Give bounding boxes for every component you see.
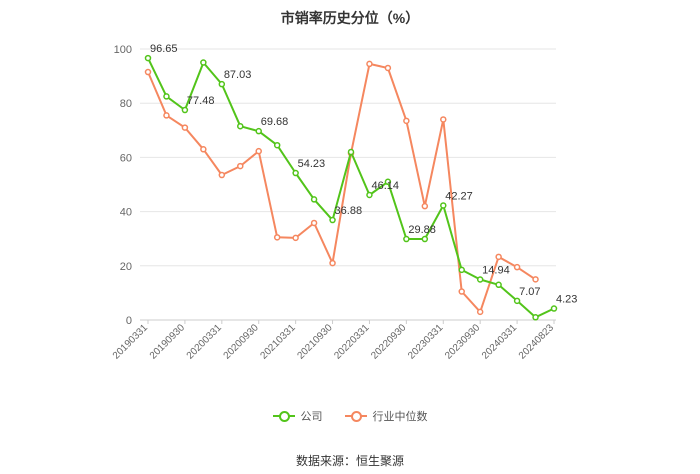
y-tick-label: 60 [120, 152, 132, 164]
data-point-industry [329, 259, 336, 267]
data-point-company [550, 305, 558, 312]
x-tick-label: 20210930 [295, 322, 335, 362]
legend-item-industry[interactable]: 行业中位数 [344, 408, 428, 424]
legend-label-company: 公司 [300, 411, 323, 423]
data-point-company [495, 281, 502, 289]
data-point-industry [366, 60, 373, 68]
x-tick-label: 20230930 [443, 322, 483, 362]
y-tick-label: 100 [114, 44, 132, 56]
y-tick-label: 40 [120, 207, 132, 219]
legend-swatch-industry [344, 411, 367, 422]
y-tick-label: 80 [120, 98, 132, 110]
y-tick-label: 0 [126, 315, 132, 327]
data-point-industry [292, 234, 299, 242]
data-point-company [292, 169, 299, 177]
data-point-company [144, 54, 152, 62]
data-point-industry [310, 219, 318, 227]
x-tick-label: 20240823 [517, 322, 557, 362]
x-tick-label: 20190930 [148, 322, 188, 362]
data-point-company [384, 178, 392, 186]
data-point-industry [495, 253, 502, 261]
data-point-industry [200, 146, 207, 153]
data-point-company [255, 127, 262, 135]
x-tick-label: 20230331 [406, 322, 446, 362]
data-label: 96.65 [150, 43, 178, 55]
data-point-company [421, 235, 429, 243]
x-tick-label: 20200331 [185, 322, 225, 362]
data-label: 4.23 [556, 294, 577, 306]
data-point-industry [440, 116, 447, 123]
data-point-company [458, 266, 465, 274]
data-point-industry [532, 276, 539, 283]
x-tick-label: 20190331 [111, 322, 151, 362]
data-point-company [532, 314, 539, 321]
x-tick-label: 20240331 [480, 322, 520, 362]
legend-item-company[interactable]: 公司 [272, 408, 323, 424]
legend-label-industry: 行业中位数 [372, 411, 428, 423]
data-point-industry [476, 308, 484, 316]
data-point-company [237, 122, 244, 130]
data-label: 54.23 [298, 158, 326, 170]
data-point-company [476, 276, 484, 283]
data-point-industry [181, 124, 189, 131]
data-point-industry [218, 171, 226, 179]
x-tick-label: 20210331 [259, 322, 299, 362]
x-tick-label: 20220331 [332, 322, 372, 362]
data-point-company [513, 297, 521, 305]
data-point-industry [237, 162, 244, 170]
data-point-company [218, 80, 226, 88]
data-point-company [403, 235, 410, 243]
series-line-industry [147, 62, 537, 313]
data-point-industry [421, 202, 429, 210]
data-label: 46.14 [371, 180, 399, 192]
y-axis: 0 20 40 60 80 100 [114, 44, 132, 327]
x-axis: 2019033120190930202003312020093020210331… [111, 319, 557, 362]
data-point-company [273, 141, 281, 149]
data-label: 29.88 [408, 224, 436, 236]
data-point-industry [255, 147, 262, 155]
data-label: 7.07 [519, 286, 540, 298]
x-tick-label: 20200930 [222, 322, 262, 362]
data-label: 42.27 [445, 190, 473, 202]
source-note: 数据来源：恒生聚源 [295, 454, 404, 468]
data-point-industry [403, 117, 410, 125]
data-label: 36.88 [335, 205, 363, 217]
data-point-industry [384, 64, 392, 72]
x-tick-label: 20220930 [369, 322, 409, 362]
data-label: 14.94 [482, 265, 510, 277]
data-point-company [163, 93, 170, 100]
legend-swatch-company [272, 411, 295, 422]
data-label: 69.68 [261, 116, 289, 128]
data-labels: 96.65 77.48 87.03 69.68 54.23 36.88 46.14 29.88… [150, 43, 577, 305]
data-point-industry [458, 288, 465, 295]
data-point-company [329, 216, 336, 224]
data-point-industry [144, 68, 152, 76]
data-point-industry [273, 234, 281, 241]
data-point-company [440, 202, 447, 209]
y-tick-label: 20 [120, 261, 132, 273]
data-point-industry [513, 263, 521, 271]
data-point-company [200, 59, 207, 66]
chart-title: 市销率历史分位（%） [280, 10, 420, 26]
series-layer [144, 54, 558, 321]
data-point-company [181, 106, 189, 114]
grid-lines [140, 48, 556, 267]
data-label: 77.48 [187, 95, 215, 107]
data-point-company [310, 196, 318, 203]
legend: 公司 行业中位数 [0, 408, 700, 424]
data-point-industry [163, 112, 170, 119]
data-point-company [366, 191, 373, 199]
data-point-company [347, 148, 355, 156]
data-label: 87.03 [224, 69, 252, 81]
